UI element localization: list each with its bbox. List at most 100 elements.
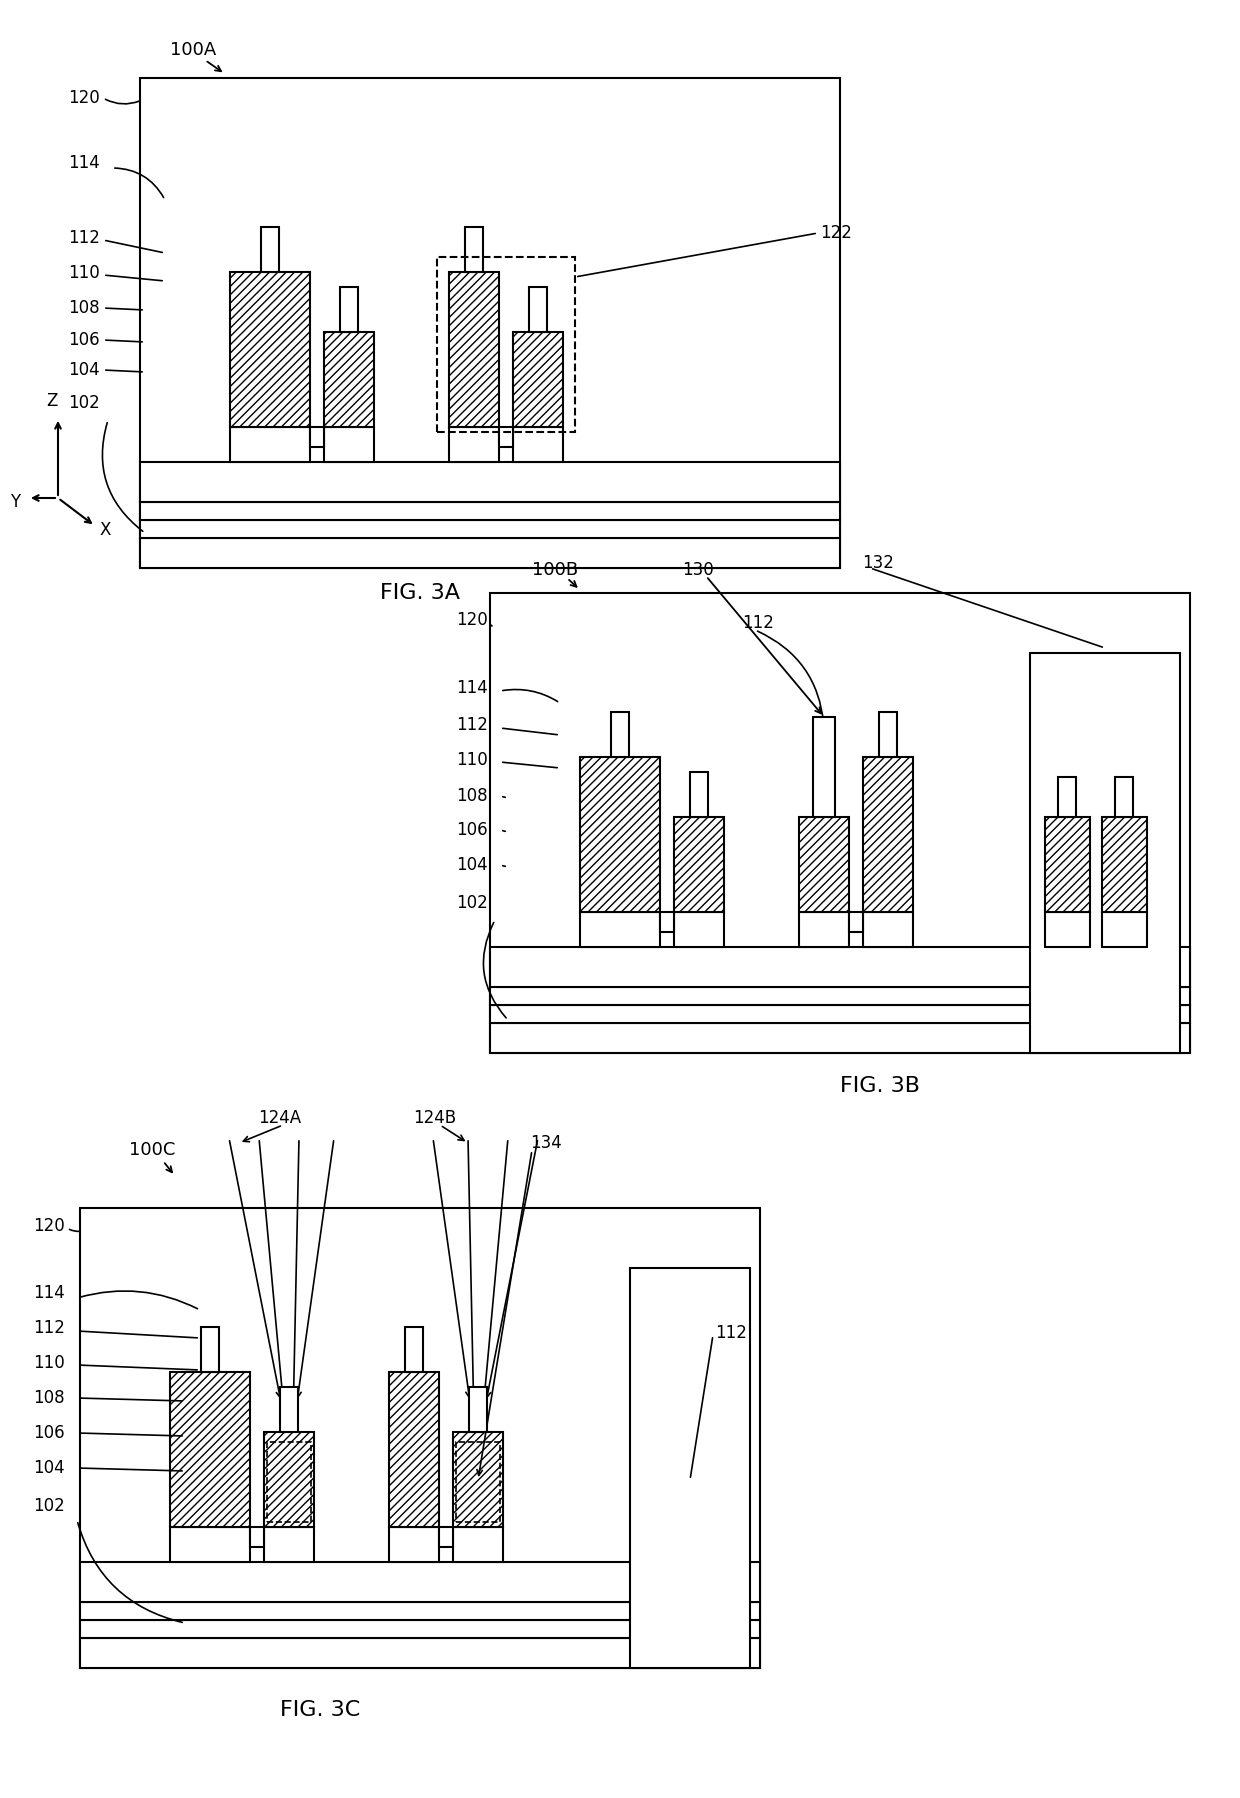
- Text: 112: 112: [33, 1320, 64, 1338]
- Text: 114: 114: [68, 155, 100, 173]
- Bar: [580, 912, 660, 948]
- Text: 106: 106: [33, 1424, 64, 1442]
- Text: 120: 120: [68, 88, 100, 108]
- Text: 114: 114: [33, 1284, 64, 1302]
- Bar: [813, 717, 835, 816]
- Text: 108: 108: [33, 1390, 64, 1408]
- Text: FIG. 3B: FIG. 3B: [839, 1075, 920, 1097]
- Text: 110: 110: [68, 264, 100, 282]
- Bar: [140, 77, 839, 568]
- Text: 104: 104: [68, 361, 100, 379]
- Bar: [849, 912, 863, 931]
- Bar: [260, 227, 279, 271]
- Bar: [675, 816, 724, 912]
- Text: 104: 104: [456, 856, 489, 874]
- Bar: [324, 333, 374, 426]
- Bar: [389, 1372, 439, 1527]
- Text: 120: 120: [456, 611, 489, 629]
- Bar: [81, 1638, 760, 1669]
- Text: Z: Z: [46, 392, 58, 410]
- Text: FIG. 3A: FIG. 3A: [379, 583, 460, 602]
- Bar: [81, 1562, 760, 1602]
- Bar: [389, 1527, 439, 1562]
- Bar: [1102, 816, 1147, 912]
- Text: 110: 110: [456, 752, 489, 770]
- Bar: [490, 1023, 1190, 1054]
- Bar: [449, 426, 498, 462]
- Bar: [490, 987, 1190, 1005]
- Text: 114: 114: [456, 680, 489, 698]
- Bar: [340, 288, 358, 333]
- Text: 102: 102: [33, 1498, 64, 1516]
- Bar: [498, 426, 513, 448]
- Bar: [439, 1527, 453, 1546]
- Text: 100A: 100A: [170, 41, 216, 59]
- Text: 124B: 124B: [413, 1109, 456, 1127]
- Bar: [170, 1527, 250, 1562]
- Text: Y: Y: [10, 493, 20, 511]
- Bar: [405, 1327, 423, 1372]
- Bar: [580, 757, 660, 912]
- Text: 124A: 124A: [258, 1109, 301, 1127]
- Bar: [456, 1442, 500, 1521]
- Bar: [81, 1620, 760, 1638]
- Bar: [469, 1386, 487, 1431]
- Text: 100B: 100B: [532, 561, 578, 579]
- Bar: [879, 712, 897, 757]
- Text: 104: 104: [33, 1458, 64, 1476]
- Bar: [1102, 912, 1147, 948]
- Bar: [140, 462, 839, 502]
- Bar: [799, 912, 849, 948]
- Bar: [513, 333, 563, 426]
- Text: 112: 112: [68, 228, 100, 246]
- Bar: [465, 227, 484, 271]
- Bar: [140, 520, 839, 538]
- Bar: [1115, 777, 1133, 816]
- Bar: [310, 426, 324, 448]
- Text: 106: 106: [456, 822, 489, 840]
- Text: 122: 122: [820, 225, 852, 243]
- Bar: [490, 593, 1190, 1054]
- Text: 102: 102: [68, 394, 100, 412]
- Bar: [449, 271, 498, 426]
- Bar: [229, 426, 310, 462]
- Bar: [863, 757, 913, 912]
- Bar: [170, 1372, 250, 1527]
- Bar: [264, 1431, 314, 1527]
- Bar: [490, 1005, 1190, 1023]
- Bar: [1058, 777, 1076, 816]
- Text: 112: 112: [715, 1323, 746, 1341]
- Bar: [660, 912, 675, 931]
- Bar: [689, 771, 708, 816]
- Text: 108: 108: [68, 298, 100, 316]
- Bar: [529, 288, 547, 333]
- Bar: [436, 257, 575, 432]
- Text: 100C: 100C: [129, 1142, 175, 1160]
- Bar: [1045, 912, 1090, 948]
- Text: X: X: [100, 521, 112, 539]
- Bar: [453, 1431, 503, 1527]
- Bar: [280, 1386, 298, 1431]
- Bar: [81, 1208, 760, 1669]
- Bar: [799, 816, 849, 912]
- Bar: [863, 912, 913, 948]
- Text: 110: 110: [33, 1354, 64, 1372]
- Bar: [140, 538, 839, 568]
- Text: 112: 112: [742, 613, 774, 633]
- Bar: [324, 426, 374, 462]
- Text: 106: 106: [68, 331, 100, 349]
- Text: 120: 120: [33, 1217, 64, 1235]
- Bar: [250, 1527, 264, 1546]
- Text: 132: 132: [862, 554, 894, 572]
- Text: 112: 112: [456, 716, 489, 734]
- Bar: [81, 1602, 760, 1620]
- Bar: [630, 1268, 750, 1669]
- Bar: [264, 1527, 314, 1562]
- Bar: [1045, 816, 1090, 912]
- Bar: [513, 426, 563, 462]
- Bar: [453, 1527, 503, 1562]
- Text: 102: 102: [456, 894, 489, 912]
- Text: 130: 130: [682, 561, 714, 579]
- Bar: [267, 1442, 311, 1521]
- Text: FIG. 3C: FIG. 3C: [280, 1699, 360, 1721]
